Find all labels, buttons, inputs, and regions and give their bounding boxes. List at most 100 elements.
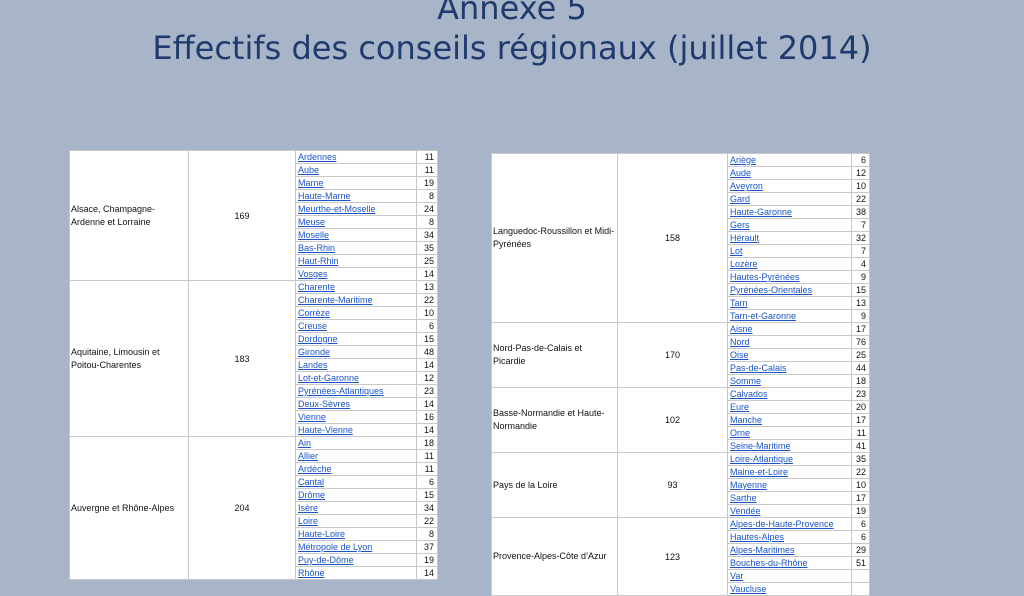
department-link[interactable]: Ain	[298, 438, 312, 448]
department-link[interactable]: Alpes-Maritimes	[730, 545, 795, 555]
department-count: 14	[416, 267, 438, 281]
department-link[interactable]: Gironde	[298, 347, 331, 357]
department-link[interactable]: Dordogne	[298, 334, 338, 344]
department-cell: Moselle	[295, 228, 417, 242]
department-link[interactable]: Creuse	[298, 321, 328, 331]
region-total: 123	[617, 517, 728, 596]
department-link[interactable]: Nord	[730, 337, 750, 347]
department-count: 9	[851, 309, 870, 323]
table-row: Manche 17	[492, 413, 870, 427]
table-row: Pays de la Loire 93 Loire-Atlantique 35	[491, 452, 870, 518]
department-cell: Cantal	[295, 475, 417, 489]
department-link[interactable]: Vendée	[730, 506, 761, 516]
department-link[interactable]: Haute-Marne	[298, 191, 351, 201]
region-total: 102	[617, 387, 728, 453]
department-link[interactable]: Tarn-et-Garonne	[730, 311, 797, 321]
department-link[interactable]: Gers	[730, 220, 750, 230]
department-count: 20	[851, 400, 870, 414]
department-link[interactable]: Alpes-de-Haute-Provence	[730, 519, 834, 529]
department-cell: Ardennes	[295, 150, 417, 164]
department-link[interactable]: Maine-et-Loire	[730, 467, 789, 477]
department-link[interactable]: Vienne	[298, 412, 326, 422]
department-cell: Haute-Loire	[295, 527, 417, 541]
department-link[interactable]: Lozère	[730, 259, 758, 269]
department-link[interactable]: Var	[730, 571, 744, 581]
department-count: 15	[851, 283, 870, 297]
department-link[interactable]: Corrèze	[298, 308, 331, 318]
department-link[interactable]: Hautes-Pyrénées	[730, 272, 800, 282]
department-link[interactable]: Aveyron	[730, 181, 763, 191]
department-count: 22	[851, 192, 870, 206]
department-link[interactable]: Somme	[730, 376, 762, 386]
department-link[interactable]: Vosges	[298, 269, 328, 279]
department-link[interactable]: Rhône	[298, 568, 325, 578]
department-link[interactable]: Seine-Maritime	[730, 441, 791, 451]
department-link[interactable]: Isère	[298, 503, 319, 513]
department-link[interactable]: Deux-Sèvres	[298, 399, 351, 409]
department-link[interactable]: Aude	[730, 168, 752, 178]
department-count: 51	[851, 556, 870, 570]
department-link[interactable]: Landes	[298, 360, 328, 370]
department-count: 38	[851, 205, 870, 219]
department-link[interactable]: Lot	[730, 246, 743, 256]
department-link[interactable]: Moselle	[298, 230, 330, 240]
department-link[interactable]: Bouches-du-Rhône	[730, 558, 808, 568]
department-link[interactable]: Haute-Loire	[298, 529, 346, 539]
department-link[interactable]: Cantal	[298, 477, 325, 487]
department-link[interactable]: Tarn	[730, 298, 748, 308]
department-cell: Pyrénées-Atlantiques	[295, 384, 417, 398]
department-link[interactable]: Aube	[298, 165, 320, 175]
department-cell: Bouches-du-Rhône	[727, 556, 852, 570]
department-link[interactable]: Ariège	[730, 155, 757, 165]
department-cell: Var	[727, 569, 852, 583]
department-cell: Deux-Sèvres	[295, 397, 417, 411]
department-link[interactable]: Mayenne	[730, 480, 768, 490]
department-link[interactable]: Gard	[730, 194, 751, 204]
department-link[interactable]: Pyrénées-Orientales	[730, 285, 813, 295]
department-link[interactable]: Loire	[298, 516, 319, 526]
department-link[interactable]: Oise	[730, 350, 749, 360]
department-link[interactable]: Drôme	[298, 490, 326, 500]
department-link[interactable]: Bas-Rhin	[298, 243, 336, 253]
department-count: 6	[416, 319, 438, 333]
department-link[interactable]: Lot-et-Garonne	[298, 373, 360, 383]
department-cell: Puy-de-Dôme	[295, 553, 417, 567]
department-link[interactable]: Sarthe	[730, 493, 757, 503]
department-link[interactable]: Vaucluse	[730, 584, 767, 594]
department-count: 8	[416, 189, 438, 203]
department-link[interactable]: Allier	[298, 451, 319, 461]
department-link[interactable]: Métropole de Lyon	[298, 542, 373, 552]
department-link[interactable]: Charente-Maritime	[298, 295, 373, 305]
department-link[interactable]: Ardèche	[298, 464, 332, 474]
department-link[interactable]: Ardennes	[298, 152, 337, 162]
department-cell: Calvados	[727, 387, 852, 401]
department-link[interactable]: Pas-de-Calais	[730, 363, 787, 373]
department-link[interactable]: Hautes-Alpes	[730, 532, 785, 542]
table-row: Meurthe-et-Moselle 24	[70, 202, 438, 216]
department-link[interactable]: Loire-Atlantique	[730, 454, 794, 464]
department-link[interactable]: Hérault	[730, 233, 760, 243]
department-link[interactable]: Pyrénées-Atlantiques	[298, 386, 384, 396]
department-cell: Lot	[727, 244, 852, 258]
department-link[interactable]: Charente	[298, 282, 336, 292]
department-count: 11	[416, 462, 438, 476]
department-link[interactable]: Eure	[730, 402, 750, 412]
department-link[interactable]: Haute-Vienne	[298, 425, 353, 435]
department-link[interactable]: Calvados	[730, 389, 768, 399]
department-link[interactable]: Aisne	[730, 324, 753, 334]
department-link[interactable]: Haute-Garonne	[730, 207, 793, 217]
table-row: Provence-Alpes-Côte d’Azur 123 Alpes-de-Ha…	[491, 517, 870, 596]
department-link[interactable]: Marne	[298, 178, 324, 188]
department-link[interactable]: Meuse	[298, 217, 326, 227]
department-link[interactable]: Orne	[730, 428, 751, 438]
table-row: Hautes-Alpes 6	[492, 530, 870, 544]
department-link[interactable]: Manche	[730, 415, 763, 425]
department-link[interactable]: Puy-de-Dôme	[298, 555, 354, 565]
department-count: 37	[416, 540, 438, 554]
table-row: Lozère 4	[492, 257, 870, 271]
department-cell: Lozère	[727, 257, 852, 271]
table-row: Pas-de-Calais 44	[492, 361, 870, 375]
department-link[interactable]: Haut-Rhin	[298, 256, 339, 266]
table-row: Hautes-Pyrénées 9	[492, 270, 870, 284]
department-link[interactable]: Meurthe-et-Moselle	[298, 204, 376, 214]
